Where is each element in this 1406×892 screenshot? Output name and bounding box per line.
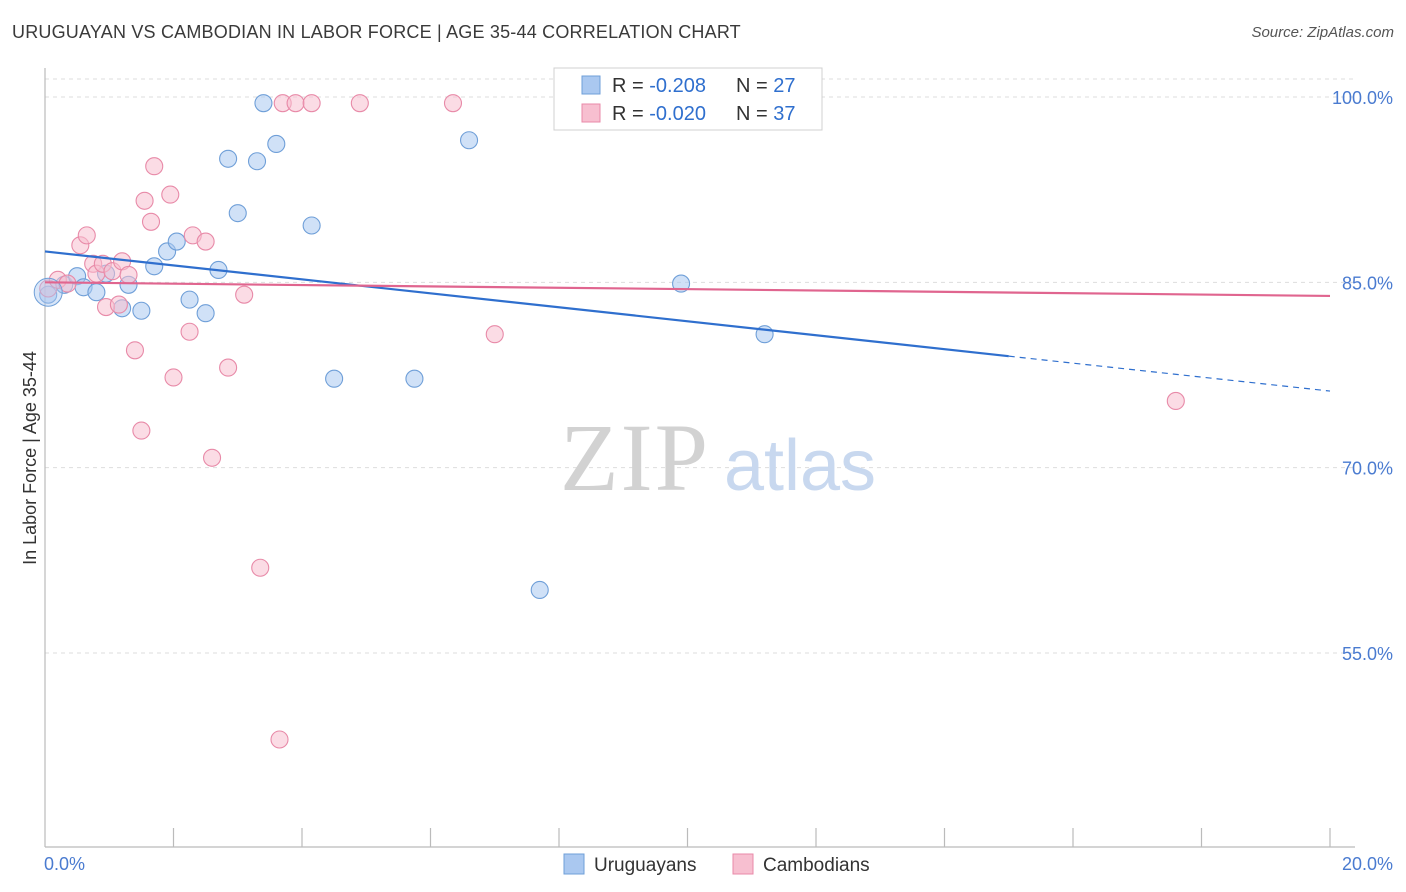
- point-cambodians: [161, 185, 180, 204]
- point-uruguayans: [196, 304, 215, 323]
- legend-swatch-uruguayans: [581, 75, 601, 95]
- point-cambodians: [203, 448, 222, 467]
- point-cambodians: [145, 157, 164, 176]
- point-cambodians: [196, 232, 215, 251]
- watermark-zip: ZIP: [560, 404, 710, 511]
- point-uruguayans: [254, 94, 273, 113]
- bottom-legend-swatch-cambodians: [732, 853, 754, 875]
- trendlines: [44, 250, 1331, 392]
- point-cambodians: [180, 322, 199, 341]
- scatter-points: [33, 94, 1185, 749]
- point-cambodians: [1166, 391, 1185, 410]
- point-uruguayans: [302, 216, 321, 235]
- watermark: ZIP atlas: [560, 404, 876, 511]
- point-cambodians: [132, 421, 151, 440]
- point-uruguayans: [530, 580, 549, 600]
- chart-source: Source: ZipAtlas.com: [1251, 24, 1394, 41]
- y-tick-label: 85.0%: [1342, 273, 1393, 293]
- point-uruguayans: [325, 369, 344, 388]
- axes: [44, 68, 1355, 848]
- point-uruguayans: [219, 149, 238, 168]
- point-cambodians: [235, 285, 254, 304]
- legend-r-label-uruguayans: R =: [612, 75, 649, 97]
- point-uruguayans: [672, 274, 691, 293]
- correlation-legend: R = -0.208 N = 27 R = -0.020 N = 37: [553, 67, 823, 131]
- watermark-atlas: atlas: [724, 426, 876, 506]
- point-cambodians: [125, 341, 144, 360]
- legend-swatch-cambodians: [581, 103, 601, 123]
- svg-text:N = 37: N = 37: [736, 103, 796, 125]
- point-cambodians: [443, 94, 463, 113]
- point-uruguayans: [247, 152, 267, 171]
- point-cambodians: [135, 191, 154, 210]
- point-uruguayans: [228, 204, 247, 223]
- svg-text:R = -0.020: R = -0.020: [612, 103, 706, 125]
- x-tick-label: 0.0%: [44, 854, 85, 874]
- point-cambodians: [141, 212, 161, 231]
- point-uruguayans: [87, 283, 106, 302]
- point-cambodians: [119, 265, 138, 284]
- tick-labels: 100.0% 85.0% 70.0% 55.0% 0.0% 20.0%: [44, 88, 1393, 874]
- legend-r-value-cambodians: -0.020: [649, 103, 706, 125]
- point-cambodians: [109, 295, 128, 314]
- x-tick-label: 20.0%: [1342, 854, 1393, 874]
- bottom-legend-swatch-uruguayans: [563, 853, 585, 875]
- point-cambodians: [270, 730, 289, 749]
- point-cambodians: [164, 368, 183, 387]
- point-uruguayans: [132, 301, 151, 320]
- y-axis-title: In Labor Force | Age 35-44: [20, 351, 40, 565]
- y-tick-label: 100.0%: [1332, 88, 1393, 108]
- point-cambodians: [77, 226, 96, 245]
- point-uruguayans: [167, 232, 186, 251]
- y-tick-label: 55.0%: [1342, 644, 1393, 664]
- y-tick-label: 70.0%: [1342, 459, 1393, 479]
- svg-text:N = 27: N = 27: [736, 75, 796, 97]
- trendline-cambodians: [44, 281, 1331, 298]
- point-uruguayans: [405, 369, 424, 388]
- legend-r-label-cambodians: R =: [612, 103, 649, 125]
- bottom-legend-label-uruguayans: Uruguayans: [594, 855, 696, 876]
- point-cambodians: [286, 94, 305, 113]
- point-uruguayans: [459, 131, 479, 150]
- series-legend: Uruguayans Cambodians: [563, 853, 870, 876]
- point-cluster-origin: [33, 277, 63, 307]
- trendline-uruguayans: [44, 250, 1009, 358]
- point-cambodians: [302, 94, 321, 113]
- legend-r-value-uruguayans: -0.208: [649, 75, 706, 97]
- point-uruguayans: [267, 134, 286, 154]
- chart-title: URUGUAYAN VS CAMBODIAN IN LABOR FORCE | …: [12, 22, 741, 42]
- point-cambodians: [251, 558, 270, 577]
- point-uruguayans: [145, 257, 164, 276]
- gridlines: [45, 78, 1355, 654]
- legend-n-value-uruguayans: 27: [773, 75, 795, 97]
- point-cambodians: [350, 94, 369, 113]
- bottom-legend-label-cambodians: Cambodians: [763, 855, 870, 876]
- point-uruguayans: [180, 290, 199, 309]
- legend-n-label-cambodians: N =: [736, 103, 773, 125]
- svg-text:R = -0.208: R = -0.208: [612, 75, 706, 97]
- legend-n-label-uruguayans: N =: [736, 75, 773, 97]
- legend-n-value-cambodians: 37: [773, 103, 795, 125]
- trendline-uruguayans-extension: [1008, 355, 1331, 392]
- point-cambodians: [485, 325, 504, 344]
- point-cambodians: [219, 358, 238, 377]
